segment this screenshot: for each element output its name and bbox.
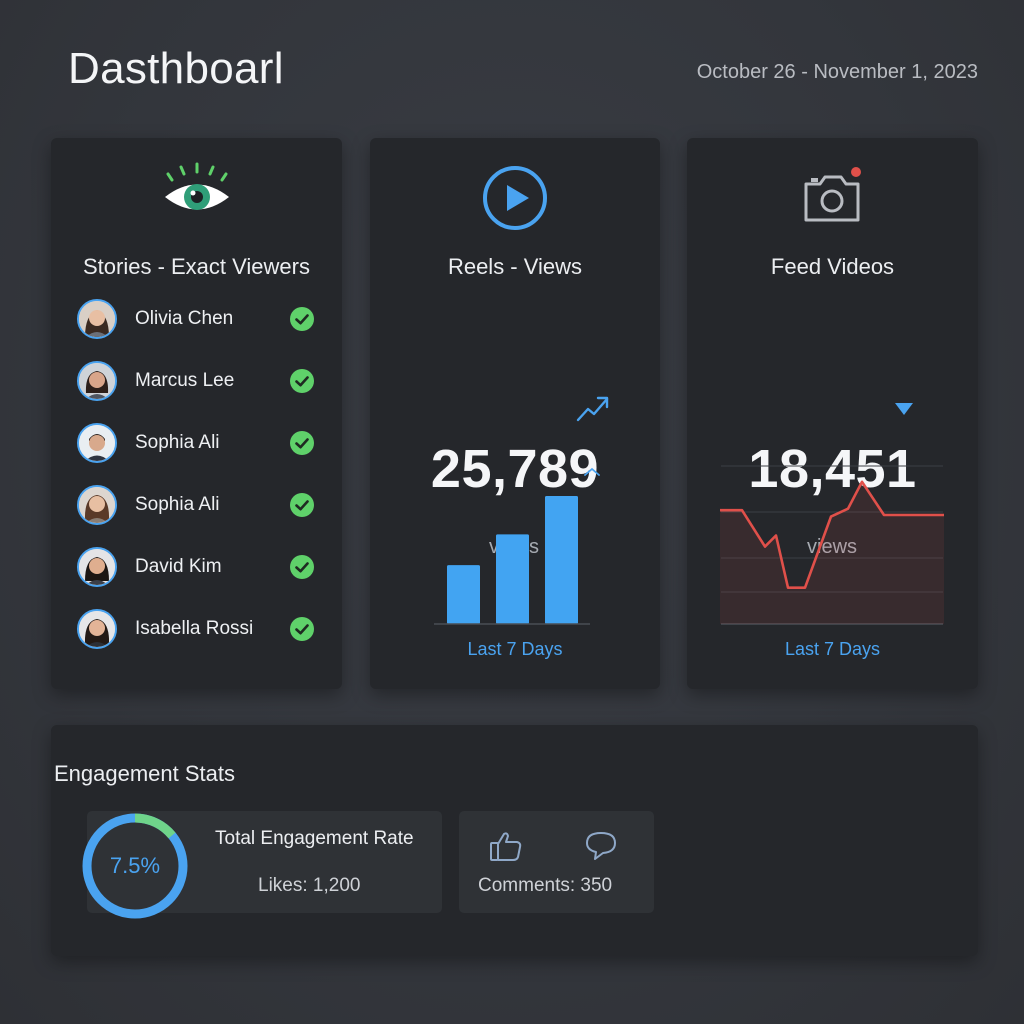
avatar (77, 361, 117, 401)
check-circle-icon (290, 617, 314, 641)
bar (545, 496, 578, 624)
check-circle-icon (290, 493, 314, 517)
engagement-panel: Engagement Stats 7.5% Total Engagement R… (51, 725, 978, 956)
feed-views-value: 18,451 (748, 439, 917, 499)
reels-title: Reels - Views (447, 254, 583, 279)
list-item[interactable]: Marcus Lee (77, 350, 316, 412)
trending-up-icon (576, 396, 609, 422)
list-item[interactable]: Sophia Ali (77, 412, 316, 474)
eye-icon (162, 162, 232, 227)
feed-period[interactable]: Last 7 Days (784, 639, 881, 659)
check-circle-icon (290, 555, 314, 579)
list-item[interactable]: David Kim (77, 536, 316, 598)
engagement-rate-value: 7.5% (109, 853, 161, 878)
list-item[interactable]: Sophia Ali (77, 474, 316, 536)
page-title: Dasthboarl (68, 44, 284, 93)
engagement-rate-box (87, 811, 442, 913)
feed-card: Feed Videos 18,451 views Last 7 Days (687, 138, 978, 689)
date-range[interactable]: October 26 - November 1, 2023 (696, 61, 978, 83)
series-area (720, 481, 944, 624)
triangle-down-icon (895, 403, 913, 415)
bar (496, 534, 529, 624)
feed-title: Feed Videos (770, 254, 895, 279)
social-stats-box (459, 811, 654, 913)
check-circle-icon (290, 369, 314, 393)
viewer-list: Olivia Chen Marcus Lee Sophia Ali Sophia… (77, 288, 316, 660)
viewer-name: Sophia Ali (135, 494, 220, 515)
avatar (77, 547, 117, 587)
stories-title: Stories - Exact Viewers (82, 254, 310, 279)
reels-views-value: 25,789 (430, 439, 600, 499)
series-line (720, 480, 944, 589)
avatar (77, 423, 117, 463)
list-item[interactable]: Olivia Chen (77, 288, 316, 350)
donut-segment (82, 813, 188, 919)
engagement-rate-label: Total Engagement Rate (215, 828, 414, 849)
viewer-name: David Kim (135, 556, 222, 577)
list-item[interactable]: Isabella Rossi (77, 598, 316, 660)
feed-views-unit: views (807, 536, 857, 559)
avatar (77, 299, 117, 339)
feed-line-chart (720, 465, 944, 625)
bar (447, 565, 480, 624)
viewer-name: Isabella Rossi (135, 618, 254, 639)
avatar (77, 485, 117, 525)
camera-icon (800, 166, 866, 229)
reels-card: Reels - Views 25,789 views Last 7 Days (370, 138, 660, 689)
comment-icon[interactable] (584, 830, 618, 862)
chevron-up-icon (584, 467, 600, 476)
comments-count: Comments: 350 (478, 875, 613, 896)
reels-bar-chart (434, 467, 600, 625)
thumbs-up-icon[interactable] (489, 830, 523, 862)
viewer-name: Sophia Ali (135, 432, 220, 453)
reels-period[interactable]: Last 7 Days (467, 639, 563, 659)
check-circle-icon (290, 307, 314, 331)
engagement-donut-chart (82, 813, 188, 919)
check-circle-icon (290, 431, 314, 455)
play-circle-icon (481, 164, 549, 237)
viewer-name: Olivia Chen (135, 308, 234, 329)
viewer-name: Marcus Lee (135, 370, 235, 391)
engagement-title: Engagement Stats (54, 761, 236, 786)
avatar (77, 609, 117, 649)
likes-count: Likes: 1,200 (258, 875, 361, 896)
stories-card: Stories - Exact Viewers Olivia Chen Marc… (51, 138, 342, 689)
